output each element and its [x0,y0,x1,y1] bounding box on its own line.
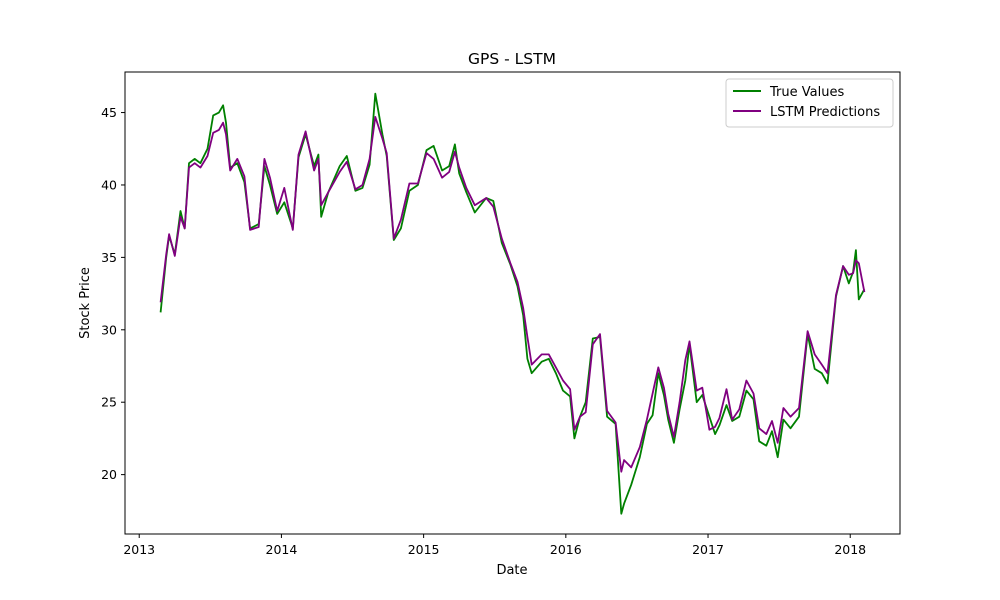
y-tick-label: 25 [101,395,117,410]
series-line-lstm-predictions [159,116,866,473]
y-axis-label: Stock Price [78,267,93,339]
x-tick-label: 2015 [408,542,440,557]
y-tick-label: 40 [101,177,117,192]
y-tick-label: 30 [101,322,117,337]
chart-title: GPS - LSTM [468,50,556,68]
y-tick-label: 20 [101,467,117,482]
x-axis: 2013 2014 2015 2016 2017 2018 [123,534,866,557]
legend: True Values LSTM Predictions [725,78,894,128]
x-axis-label: Date [496,563,527,578]
series-layer [159,92,866,515]
y-tick-label: 45 [101,105,117,120]
legend-box [725,78,894,128]
x-tick-label: 2013 [123,542,155,557]
x-tick-label: 2018 [834,542,866,557]
legend-label-lstm-predictions: LSTM Predictions [770,105,880,120]
x-tick-label: 2014 [266,542,298,557]
x-tick-label: 2017 [692,542,724,557]
y-axis: 20 25 30 35 40 45 [101,105,125,482]
legend-label-true-values: True Values [769,85,844,100]
y-tick-label: 35 [101,250,117,265]
plot-area-frame [124,71,901,535]
x-tick-label: 2016 [550,542,582,557]
